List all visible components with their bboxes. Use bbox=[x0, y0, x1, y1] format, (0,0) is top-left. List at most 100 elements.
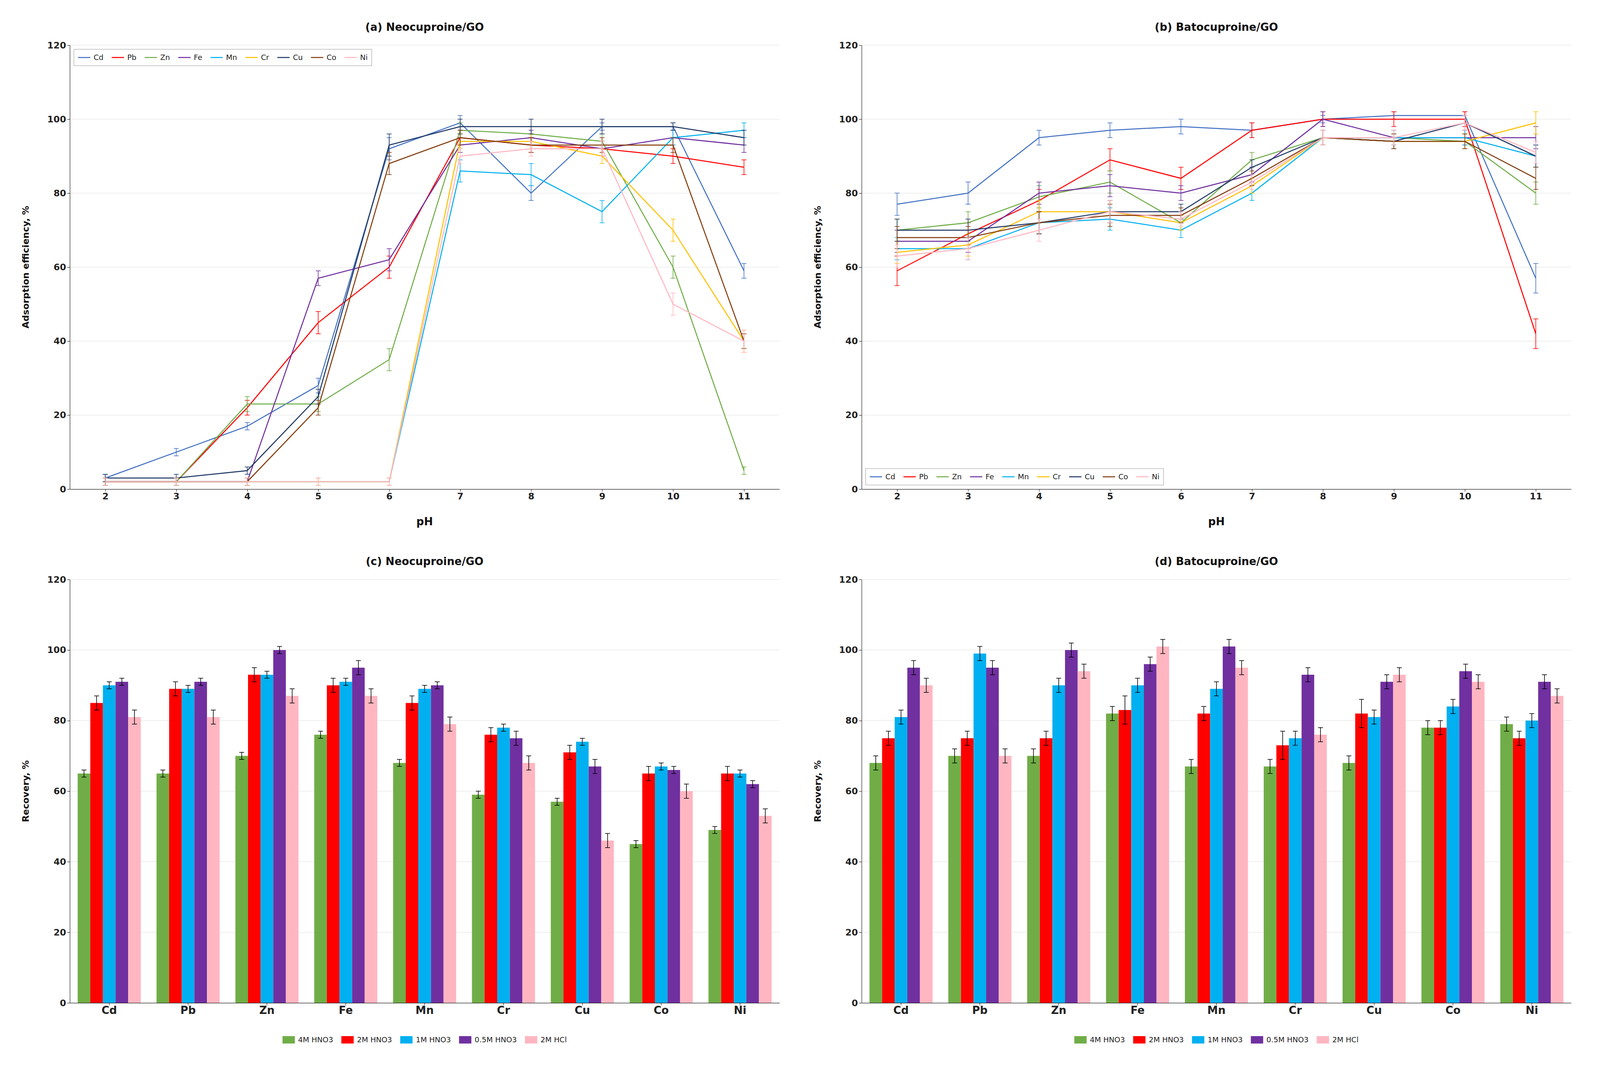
error-bar bbox=[1068, 642, 1074, 657]
series bbox=[894, 130, 1539, 249]
title: (b) Batocuproine/GO bbox=[1154, 20, 1279, 34]
tick-label: 9 bbox=[1391, 491, 1398, 502]
bar bbox=[260, 674, 274, 1003]
bar bbox=[1380, 681, 1394, 1003]
tick-mark bbox=[859, 649, 862, 651]
error-bar bbox=[1533, 141, 1539, 164]
error-bar bbox=[1178, 119, 1184, 134]
line bbox=[897, 122, 1536, 253]
bar bbox=[1077, 670, 1091, 1003]
grid-line bbox=[69, 192, 780, 194]
error-bar bbox=[1267, 759, 1273, 774]
error-bar bbox=[1358, 699, 1364, 728]
plot-area bbox=[77, 646, 772, 1003]
error-bars bbox=[923, 639, 1560, 763]
error-bar bbox=[977, 646, 983, 661]
y-tick: 120 bbox=[47, 40, 70, 51]
error-bar bbox=[244, 477, 250, 486]
legend-item: Ni bbox=[1136, 472, 1160, 481]
grid bbox=[69, 579, 780, 1003]
legend-swatch bbox=[1102, 476, 1116, 478]
line bbox=[897, 122, 1536, 230]
x-tick: Zn bbox=[259, 1002, 275, 1017]
tick-mark bbox=[859, 341, 862, 342]
legend-label: Zn bbox=[952, 472, 962, 481]
bar bbox=[1367, 716, 1381, 1003]
legend-label: Cd bbox=[885, 472, 896, 481]
bar bbox=[869, 762, 883, 1003]
y-tick: 0 bbox=[59, 484, 70, 495]
x-tick: 8 bbox=[527, 488, 535, 502]
tick-label: 120 bbox=[47, 574, 67, 585]
legend-item: Pb bbox=[111, 52, 137, 62]
error-bar bbox=[1280, 730, 1286, 760]
error-bar bbox=[185, 685, 191, 693]
error-bar bbox=[670, 255, 676, 278]
x-tick: 6 bbox=[386, 488, 393, 502]
tick-label: 80 bbox=[845, 715, 859, 726]
legend-swatch bbox=[1251, 1035, 1264, 1044]
legend-swatch bbox=[178, 57, 191, 59]
error-bar bbox=[1533, 167, 1539, 190]
x-tick: 11 bbox=[737, 488, 751, 502]
grid-line bbox=[69, 45, 780, 46]
series bbox=[102, 115, 747, 482]
bar bbox=[1314, 734, 1327, 1003]
error-bar bbox=[599, 200, 605, 223]
bar bbox=[364, 695, 378, 1003]
bar bbox=[1027, 755, 1040, 1003]
legend-swatch bbox=[1133, 1035, 1146, 1044]
error-bar bbox=[131, 709, 137, 724]
error-bar bbox=[119, 678, 125, 686]
tick-label: Co bbox=[653, 1003, 669, 1017]
bar bbox=[392, 762, 406, 1003]
y-tick: 100 bbox=[839, 114, 862, 125]
y-tick: 20 bbox=[53, 409, 70, 421]
x-tick: 2 bbox=[102, 488, 109, 502]
x-tick: 2 bbox=[894, 488, 901, 502]
error-bar bbox=[579, 738, 585, 746]
error-bar bbox=[160, 769, 166, 777]
error-bar bbox=[355, 660, 361, 675]
tick-mark bbox=[859, 119, 862, 120]
tick-label: 7 bbox=[1248, 491, 1256, 502]
legend-frame bbox=[865, 468, 1164, 485]
error-bar bbox=[386, 248, 392, 271]
legend-item: Mn bbox=[1002, 472, 1029, 481]
error-bar bbox=[1542, 674, 1548, 689]
y-tick: 80 bbox=[53, 715, 70, 726]
series bbox=[115, 649, 759, 1003]
error-bar bbox=[1462, 133, 1468, 149]
x-tick: 10 bbox=[1458, 488, 1472, 502]
legend-swatch bbox=[1316, 1035, 1330, 1044]
y-tick: 100 bbox=[839, 644, 862, 655]
tick-label: Pb bbox=[180, 1003, 196, 1017]
tick-label: Zn bbox=[259, 1003, 275, 1017]
bar bbox=[1301, 674, 1315, 1003]
error-bar bbox=[923, 678, 929, 693]
title: (a) Neocuproine/GO bbox=[365, 20, 485, 34]
series bbox=[894, 111, 1539, 349]
error-bar bbox=[1396, 667, 1402, 682]
y-tick: 80 bbox=[53, 188, 70, 199]
error-bar bbox=[670, 122, 676, 131]
error-bars bbox=[119, 646, 756, 788]
error-bar bbox=[172, 681, 178, 696]
legend-swatch bbox=[282, 1035, 295, 1044]
legend-item: 1M HNO3 bbox=[1191, 1035, 1243, 1044]
error-bar bbox=[741, 130, 747, 145]
tick-label: 40 bbox=[53, 335, 67, 347]
error-bar bbox=[447, 716, 453, 731]
error-bar bbox=[646, 766, 652, 781]
tick-mark bbox=[859, 192, 862, 194]
bar bbox=[1263, 766, 1277, 1003]
y-tick: 40 bbox=[53, 335, 70, 347]
legend-label: Cd bbox=[93, 52, 104, 62]
error-bar bbox=[741, 159, 747, 175]
x-tick: Cu bbox=[1366, 1002, 1382, 1017]
legend-swatch bbox=[78, 57, 91, 59]
bar bbox=[708, 829, 722, 1003]
tick-label: 6 bbox=[1177, 491, 1185, 502]
x-tick: Fe bbox=[338, 1002, 353, 1017]
tick-mark bbox=[67, 791, 70, 792]
